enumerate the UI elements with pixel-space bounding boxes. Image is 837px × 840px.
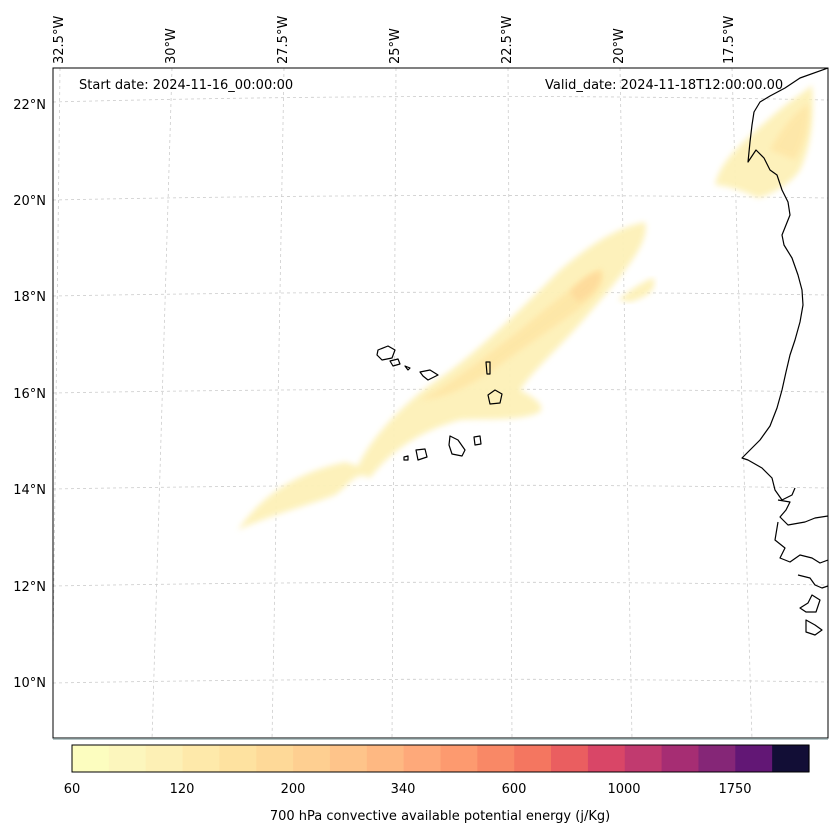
lat-label: 16°N: [13, 387, 46, 402]
cape-north-core: [770, 104, 809, 160]
island-sao-nicolau: [419, 369, 439, 381]
colorbar-segment: [403, 745, 442, 772]
lat-label: 14°N: [13, 483, 46, 498]
colorbar-segment: [182, 745, 220, 772]
colorbar-segment: [145, 745, 184, 772]
coastlines: [376, 68, 828, 636]
colorbar-tick-label: 200: [280, 782, 306, 797]
gridline-lat: [53, 484, 828, 490]
cape-band-east: [618, 278, 655, 302]
gridline-lat: [53, 678, 828, 684]
island-sao-vicente: [389, 358, 401, 367]
colorbar-tick-label: 120: [169, 782, 195, 797]
colorbar-segment: [108, 745, 147, 772]
colorbar-segment: [624, 745, 663, 772]
lon-label: 30°W: [164, 28, 179, 64]
island-santiago: [448, 435, 466, 457]
lat-label: 10°N: [13, 676, 46, 691]
colorbar: [72, 745, 810, 772]
lat-label: 12°N: [13, 580, 46, 595]
colorbar-segment: [366, 745, 405, 772]
guinea-coast: [797, 574, 828, 636]
island-sal: [485, 361, 491, 375]
gridline-lat: [53, 96, 828, 103]
cape-band-inner: [420, 268, 604, 400]
lon-label: 20°W: [612, 28, 627, 64]
colorbar-tick-label: 60: [63, 782, 81, 797]
colorbar-segment: [735, 745, 773, 772]
island-fogo: [415, 448, 428, 461]
colorbar-tick-label: 1750: [718, 782, 752, 797]
colorbar-frame: [71, 744, 810, 773]
colorbar-tick-label: 1000: [607, 782, 641, 797]
island-maio: [473, 435, 482, 446]
valid-date-label: Valid_date: 2024-11-18T12:00:00.00: [545, 78, 784, 93]
colorbar-segment: [551, 745, 589, 772]
lon-label: 25°W: [388, 28, 403, 64]
island-brava: [403, 455, 409, 461]
gridline-lat: [53, 388, 828, 394]
cape-core: [570, 272, 601, 302]
cape-band-main: [238, 222, 646, 530]
gridlines: [53, 68, 828, 738]
lat-label: 18°N: [13, 290, 46, 305]
colorbar-segment: [219, 745, 257, 772]
gridline-lon: [151, 68, 173, 738]
colorbar-segment: [772, 745, 810, 772]
colorbar-tick-label: 340: [390, 782, 416, 797]
colorbar-segment: [72, 745, 110, 772]
colorbar-tick-label: 600: [501, 782, 527, 797]
colorbar-segment: [587, 745, 626, 772]
colorbar-segment: [661, 745, 700, 772]
gridline-lon: [271, 68, 285, 738]
africa-coastline: [741, 68, 828, 526]
gridline-lat: [53, 195, 828, 201]
gridline-lon: [731, 68, 753, 738]
gridline-lat: [53, 581, 828, 587]
colorbar-segment: [477, 745, 515, 772]
island-santa-luzia: [404, 365, 411, 371]
lon-label: 22.5°W: [500, 15, 515, 64]
island-santo-antao: [376, 345, 396, 361]
gridline-lon: [391, 68, 397, 738]
lon-label: 27.5°W: [276, 15, 291, 64]
colorbar-segment: [440, 745, 478, 772]
start-date-label: Start date: 2024-11-16_00:00:00: [79, 78, 294, 93]
colorbar-title: 700 hPa convective available potential e…: [269, 809, 611, 824]
lat-label: 22°N: [13, 98, 46, 113]
lat-label: 20°N: [13, 194, 46, 209]
colorbar-segment: [698, 745, 736, 772]
colorbar-segment: [514, 745, 552, 772]
lon-label: 17.5°W: [722, 15, 737, 64]
island-boa-vista: [487, 389, 503, 405]
colorbar-segment: [256, 745, 294, 772]
cape-field: [238, 85, 813, 530]
lon-label: 32.5°W: [52, 15, 67, 64]
colorbar-segment: [293, 745, 331, 772]
map-frame: [52, 67, 829, 739]
africa-coastline-south: [774, 521, 828, 564]
cape-band-north: [715, 85, 813, 198]
gridline-lon: [619, 68, 633, 738]
colorbar-segment: [329, 745, 368, 772]
gridline-lat: [53, 291, 828, 297]
